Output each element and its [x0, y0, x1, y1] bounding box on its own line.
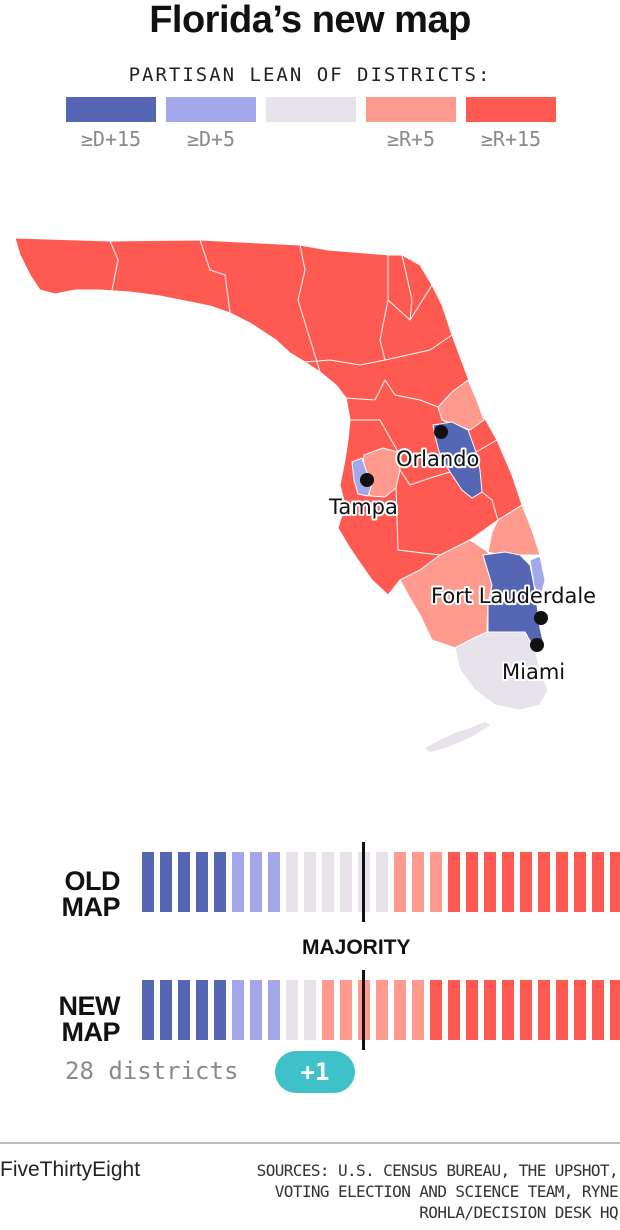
old-map-district-bars — [142, 852, 620, 912]
new-map-district-bar-lean-r — [394, 980, 406, 1040]
old-map-district-bar-tossup — [322, 852, 334, 912]
old-map-district-bar-strong-r — [484, 852, 496, 912]
legend-labels: ≥D+15 ≥D+5 ≥R+5 ≥R+15 — [66, 127, 556, 151]
new-map-district-bar-lean-r — [340, 980, 352, 1040]
old-map-label-line2: MAP — [61, 892, 121, 922]
new-map-label-line1: NEW — [58, 991, 121, 1021]
old-map-district-bar-strong-r — [592, 852, 604, 912]
new-map-district-bar-lean-r — [412, 980, 424, 1040]
page-title: Florida’s new map — [149, 0, 471, 41]
district-region-lean-d-south — [529, 555, 546, 602]
old-map-district-bar-lean-r — [430, 852, 442, 912]
city-dot-orlando — [434, 425, 448, 439]
city-label-miami: Miami — [502, 660, 565, 684]
old-map-label-line1: OLD — [64, 866, 121, 896]
district-region-strong-d-orlando — [432, 421, 483, 499]
new-map-district-bar-strong-r — [538, 980, 550, 1040]
old-map-district-bar-strong-d — [178, 852, 190, 912]
new-map-district-bar-strong-r — [430, 980, 442, 1040]
footer-divider — [0, 1142, 620, 1144]
old-map-district-bar-tossup — [376, 852, 388, 912]
districts-count-text: 28 districts — [65, 1057, 239, 1085]
new-map-district-bar-strong-r — [484, 980, 496, 1040]
florida-district-map: Orlando Tampa Fort Lauderdale Miami — [14, 237, 598, 752]
legend-label-lean-r: ≥R+5 — [386, 127, 436, 151]
old-map-district-bar-lean-r — [394, 852, 406, 912]
new-map-district-bar-tossup — [304, 980, 316, 1040]
new-map-district-bar-strong-r — [448, 980, 460, 1040]
new-map-district-bar-lean-r — [376, 980, 388, 1040]
new-map-district-bar-strong-r — [556, 980, 568, 1040]
city-label-fort-lauderdale: Fort Lauderdale — [431, 584, 596, 608]
new-map-district-bar-strong-d — [178, 980, 190, 1040]
majority-label: MAJORITY — [302, 936, 411, 959]
old-map-district-bar-lean-r — [412, 852, 424, 912]
old-map-district-bar-strong-r — [502, 852, 514, 912]
district-region-strong-r-main — [14, 237, 523, 596]
old-map-district-bar-strong-r — [610, 852, 620, 912]
new-map-district-bar-strong-r — [592, 980, 604, 1040]
city-dot-tampa — [360, 473, 374, 487]
legend-label-lean-d: ≥D+5 — [186, 127, 236, 151]
old-map-district-bar-tossup — [286, 852, 298, 912]
new-map-district-bar-strong-r — [466, 980, 478, 1040]
city-label-tampa: Tampa — [328, 495, 398, 519]
legend-swatch-lean-d — [166, 97, 256, 122]
new-map-district-bar-lean-d — [232, 980, 244, 1040]
district-change-badge: +1 — [275, 1051, 355, 1093]
florida-keys — [425, 722, 490, 752]
old-map-district-bar-strong-d — [160, 852, 172, 912]
sources-note: SOURCES: U.S. CENSUS BUREAU, THE UPSHOT,… — [256, 1161, 619, 1222]
old-map-district-bar-lean-d — [250, 852, 262, 912]
new-map-district-bar-lean-d — [250, 980, 262, 1040]
old-map-district-bar-strong-d — [214, 852, 226, 912]
legend-swatch-strong-r — [466, 97, 556, 122]
new-map-district-bar-strong-d — [142, 980, 154, 1040]
legend-swatches — [66, 97, 556, 122]
old-map-district-bar-strong-r — [520, 852, 532, 912]
old-map-district-bar-lean-d — [232, 852, 244, 912]
new-map-district-bar-strong-d — [196, 980, 208, 1040]
new-map-district-bar-strong-r — [502, 980, 514, 1040]
district-region-tossup-everglades — [454, 631, 549, 711]
new-map-label-line2: MAP — [61, 1017, 121, 1047]
new-map-district-bar-strong-r — [574, 980, 586, 1040]
new-map-district-bar-strong-d — [160, 980, 172, 1040]
district-boundaries — [109, 239, 499, 556]
legend-swatch-lean-r — [366, 97, 456, 122]
city-dot-fort-lauderdale — [534, 611, 548, 625]
old-map-district-bar-strong-r — [538, 852, 550, 912]
majority-line-old — [362, 842, 365, 922]
legend-label-strong-d: ≥D+15 — [80, 127, 142, 151]
old-map-district-bar-strong-d — [196, 852, 208, 912]
legend-title: PARTISAN LEAN OF DISTRICTS: — [128, 64, 492, 86]
new-map-district-bar-tossup — [286, 980, 298, 1040]
new-map-district-bar-strong-d — [214, 980, 226, 1040]
old-map-district-bar-tossup — [304, 852, 316, 912]
old-map-district-bar-strong-r — [466, 852, 478, 912]
old-map-district-bar-tossup — [340, 852, 352, 912]
new-map-district-bar-lean-r — [322, 980, 334, 1040]
new-map-district-bar-strong-r — [610, 980, 620, 1040]
old-map-label: OLD MAP — [40, 866, 121, 922]
old-map-district-bar-strong-r — [574, 852, 586, 912]
city-label-orlando: Orlando — [396, 447, 479, 471]
new-map-district-bar-strong-r — [520, 980, 532, 1040]
old-map-district-bar-strong-r — [556, 852, 568, 912]
city-dot-miami — [530, 638, 544, 652]
new-map-district-bars — [142, 980, 620, 1040]
legend-swatch-strong-d — [66, 97, 156, 122]
old-map-district-bar-strong-r — [448, 852, 460, 912]
brand-logo-text: FiveThirtyEight — [0, 1158, 141, 1181]
legend-swatch-tossup — [266, 97, 356, 122]
old-map-district-bar-lean-d — [268, 852, 280, 912]
legend-label-strong-r: ≥R+15 — [480, 127, 542, 151]
new-map-district-bar-lean-d — [268, 980, 280, 1040]
legend-label-tossup — [266, 127, 356, 151]
district-region-lean-r-orlando-north — [437, 379, 485, 431]
old-map-district-bar-strong-d — [142, 852, 154, 912]
new-map-label: NEW MAP — [40, 991, 121, 1047]
majority-line-new — [362, 970, 365, 1050]
